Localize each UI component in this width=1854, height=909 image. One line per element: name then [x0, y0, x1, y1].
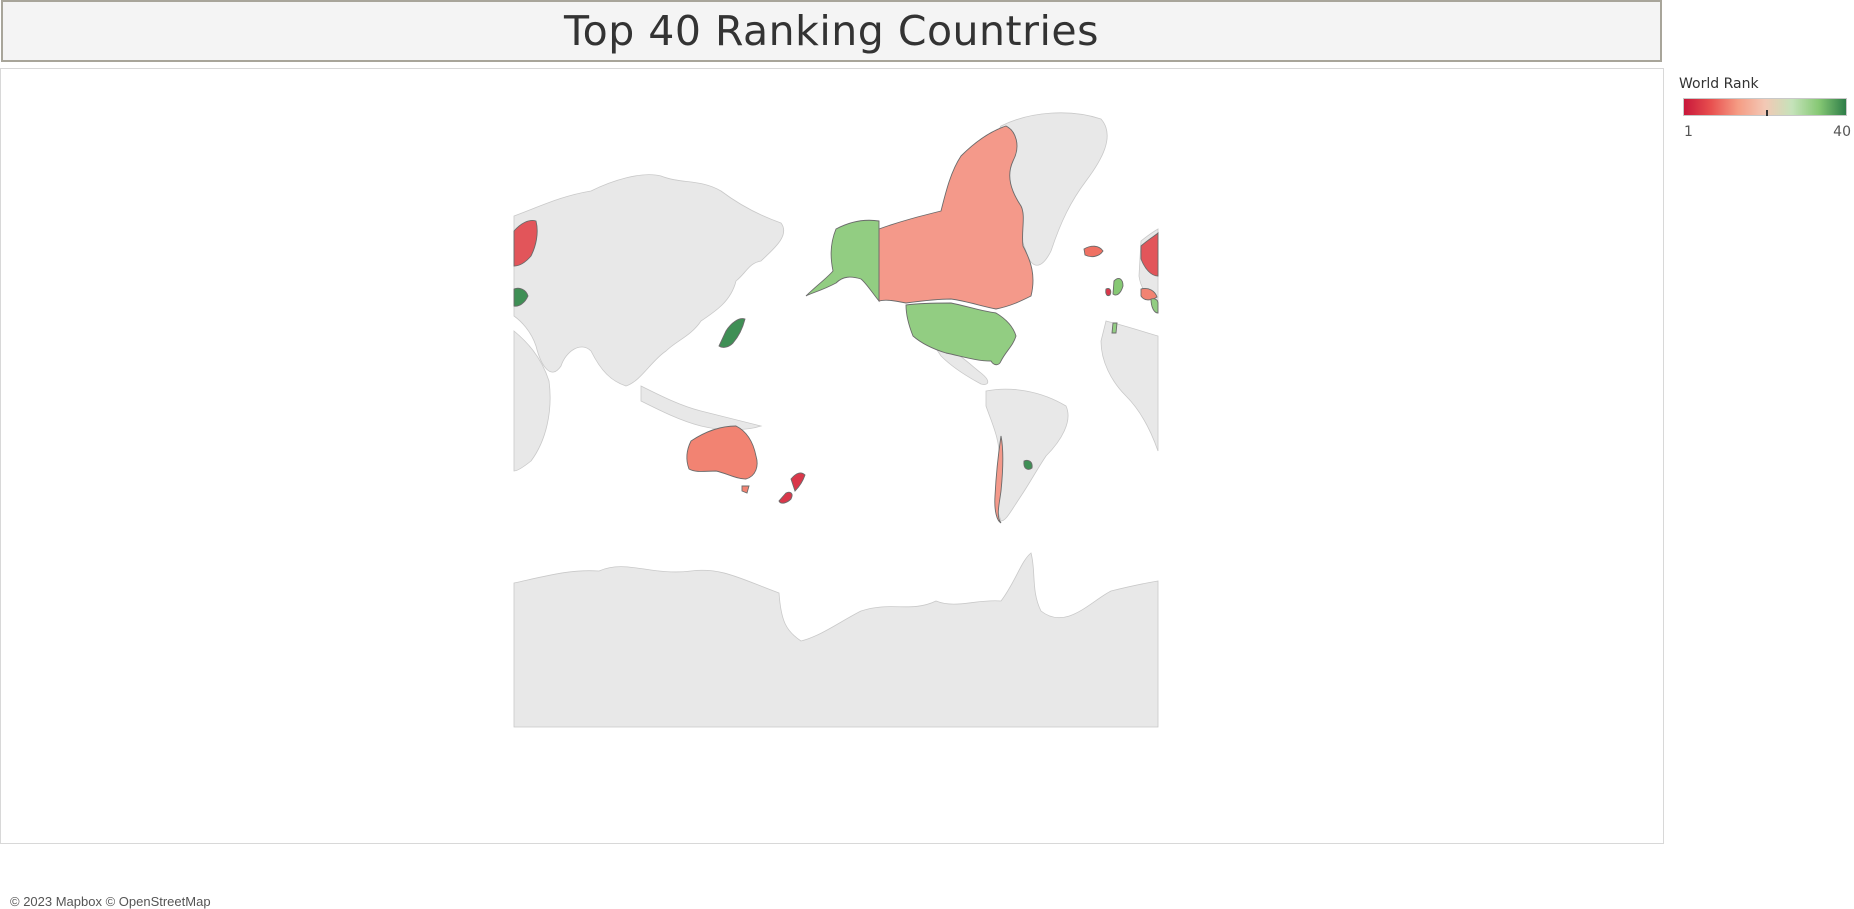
country-europe-east-mix [1140, 288, 1158, 301]
country-finland [1140, 231, 1159, 277]
country-chile [994, 435, 1004, 524]
country-ireland [1105, 288, 1112, 297]
country-europe-east-green [1150, 298, 1159, 314]
country-usa [905, 302, 1017, 366]
legend-gradient-bar [1683, 98, 1847, 116]
land-eurasia [513, 174, 784, 387]
country-canada [878, 125, 1034, 310]
country-germany-region [513, 287, 529, 307]
country-iceland [1083, 245, 1104, 258]
legend-title: World Rank [1679, 76, 1759, 92]
country-tasmania [741, 485, 750, 494]
land-africa-west [513, 330, 551, 472]
land-antarctica [513, 552, 1159, 728]
map-panel[interactable]: © 2023 Mapbox © OpenStreetMap [0, 68, 1665, 909]
land-layer [513, 112, 1159, 728]
country-alaska [805, 219, 880, 303]
map-attribution[interactable]: © 2023 Mapbox © OpenStreetMap [10, 894, 211, 909]
world-map[interactable] [1, 69, 1665, 845]
land-europe-africa-east [1100, 320, 1159, 452]
country-uruguay [1023, 459, 1033, 470]
dashboard-title: Top 40 Ranking Countries [564, 7, 1099, 55]
legend-min-label: 1 [1684, 124, 1693, 140]
country-norway [513, 220, 538, 267]
country-uk [1112, 278, 1124, 296]
country-new-zealand [778, 472, 806, 504]
highlight-layer [513, 125, 1159, 524]
country-japan [718, 318, 746, 348]
legend-midpoint-marker [1766, 110, 1768, 116]
legend-max-label: 40 [1833, 124, 1851, 140]
country-australia [686, 425, 758, 480]
country-portugal-spain [1111, 322, 1118, 334]
land-se-asia [640, 385, 763, 431]
dashboard-title-bar: Top 40 Ranking Countries [1, 0, 1662, 62]
